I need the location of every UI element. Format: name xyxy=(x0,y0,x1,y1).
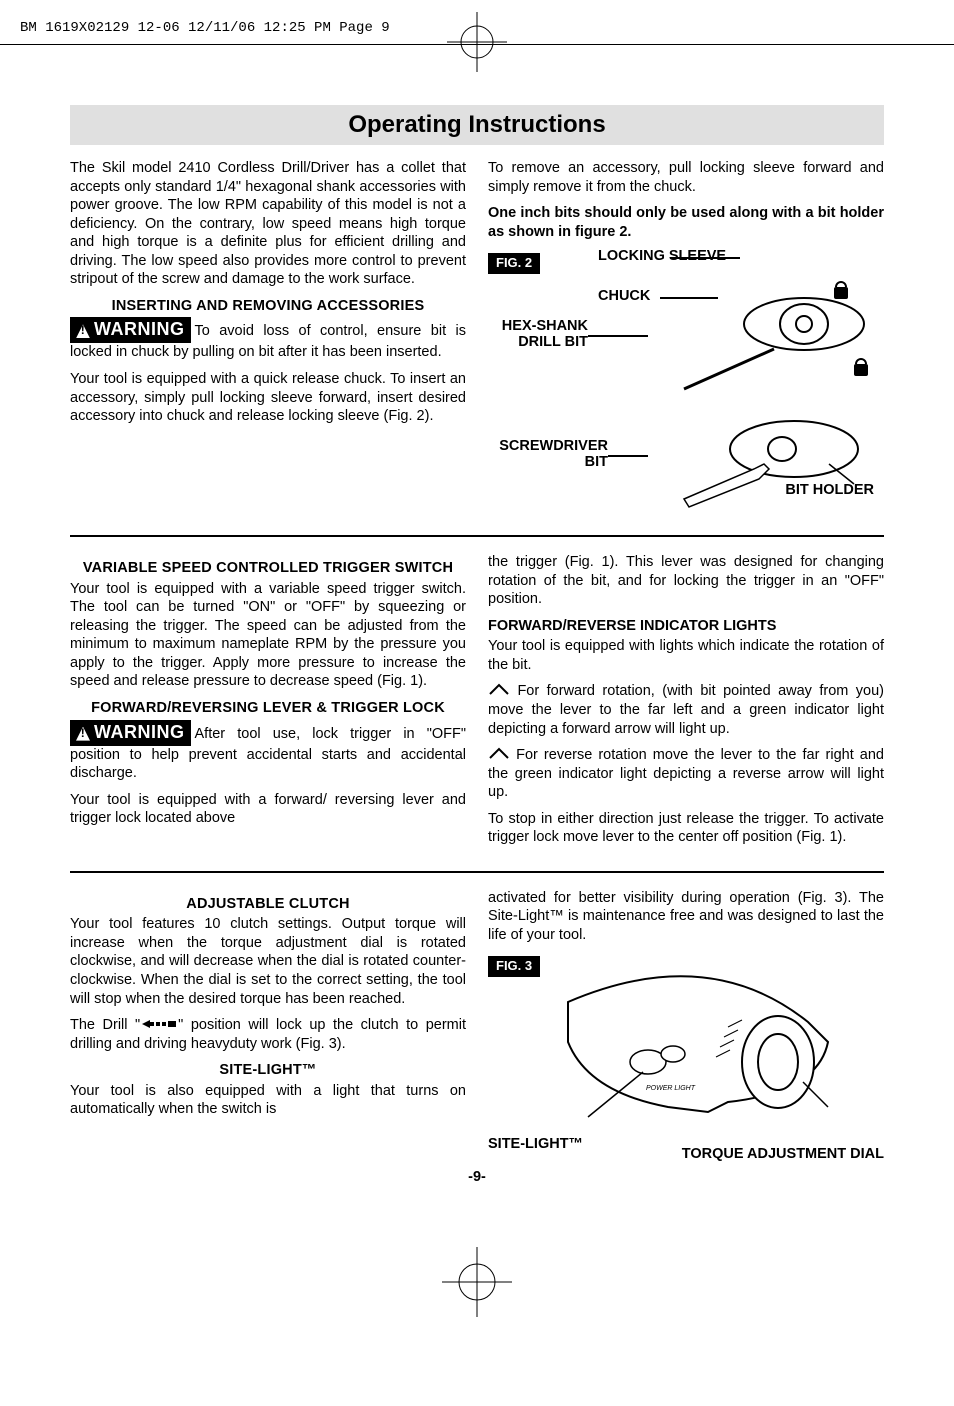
section-3-right: activated for better visibility during o… xyxy=(488,889,884,1163)
section-3-left: ADJUSTABLE CLUTCH Your tool features 10 … xyxy=(70,889,466,1163)
content-area: The Skil model 2410 Cordless Drill/Drive… xyxy=(70,159,884,1187)
figure-3: FIG. 3 xyxy=(488,952,884,1162)
section-2-left: VARIABLE SPEED CONTROLLED TRIGGER SWITCH… xyxy=(70,553,466,855)
chuck-label: CHUCK xyxy=(598,289,650,305)
fig-2-badge: FIG. 2 xyxy=(488,253,540,274)
forward-rotation-para: For forward rotation, (with bit pointed … xyxy=(488,682,884,738)
intro-paragraph: The Skil model 2410 Cordless Drill/Drive… xyxy=(70,159,466,289)
forward-reversing-heading: FORWARD/REVERSING LEVER & TRIGGER LOCK xyxy=(70,699,466,718)
site-light-heading: SITE-LIGHT™ xyxy=(70,1061,466,1080)
adjustable-clutch-heading: ADJUSTABLE CLUTCH xyxy=(70,895,466,914)
indicator-lights-heading: FORWARD/REVERSE INDICATOR LIGHTS xyxy=(488,617,884,636)
torque-dial-label: TORQUE ADJUSTMENT DIAL xyxy=(682,1147,884,1163)
section-2-right: the trigger (Fig. 1). This lever was des… xyxy=(488,553,884,855)
drill-position-para: The Drill " " position will lock up the … xyxy=(70,1016,466,1053)
figure-2: FIG. 2 LOCKING SLEEVE CHUCK HEX-SHANK DR… xyxy=(488,249,884,519)
section-2: VARIABLE SPEED CONTROLLED TRIGGER SWITCH… xyxy=(70,553,884,855)
site-light-label: SITE-LIGHT™ xyxy=(488,1137,583,1153)
header-text: BM 1619X02129 12-06 12/11/06 12:25 PM Pa… xyxy=(20,20,390,36)
section-1-right: To remove an accessory, pull locking sle… xyxy=(488,159,884,519)
print-header: BM 1619X02129 12-06 12/11/06 12:25 PM Pa… xyxy=(0,20,954,45)
reverse-arrow-icon xyxy=(488,747,510,761)
reverse-rotation-text: For reverse rotation move the lever to t… xyxy=(488,747,884,800)
locking-sleeve-text: LOCKING SLEEVE xyxy=(598,248,726,264)
svg-text:POWER LIGHT: POWER LIGHT xyxy=(646,1085,696,1092)
drill-pos-a: The Drill " xyxy=(70,1017,140,1033)
forward-arrow-icon xyxy=(488,683,510,697)
torque-dial-text: TORQUE ADJUSTMENT DIAL xyxy=(682,1146,884,1162)
remove-accessory-para: To remove an accessory, pull locking sle… xyxy=(488,159,884,196)
rule-2 xyxy=(70,871,884,873)
variable-speed-para: Your tool is equipped with a variable sp… xyxy=(70,580,466,691)
rule-1 xyxy=(70,535,884,537)
hex-shank-text: HEX-SHANK DRILL BIT xyxy=(502,318,588,350)
screwdriver-text: SCREWDRIVER BIT xyxy=(499,438,608,470)
site-light-continued: activated for better visibility during o… xyxy=(488,889,884,945)
warning-badge-2: WARNING xyxy=(70,720,191,746)
indicator-para: Your tool is equipped with lights which … xyxy=(488,637,884,674)
stop-para: To stop in either direction just release… xyxy=(488,810,884,847)
crop-mark-top xyxy=(447,12,507,72)
reverse-rotation-para: For reverse rotation move the lever to t… xyxy=(488,746,884,802)
forward-rotation-text: For forward rotation, (with bit pointed … xyxy=(488,683,884,736)
hex-shank-label: HEX-SHANK DRILL BIT xyxy=(488,319,588,351)
section-1: The Skil model 2410 Cordless Drill/Drive… xyxy=(70,159,884,519)
page-title: Operating Instructions xyxy=(70,105,884,145)
forward-lever-para: Your tool is equipped with a forward/ re… xyxy=(70,791,466,828)
warn1-tail: by pulling on bit after it has been inse… xyxy=(173,344,441,360)
drill-illustration xyxy=(654,269,884,519)
bottom-crop-area xyxy=(0,1227,954,1347)
site-light-para: Your tool is also equipped with a light … xyxy=(70,1082,466,1119)
variable-speed-heading: VARIABLE SPEED CONTROLLED TRIGGER SWITCH xyxy=(70,559,466,578)
inserting-heading: INSERTING AND REMOVING ACCESSORIES xyxy=(70,297,466,316)
trigger-continued: the trigger (Fig. 1). This lever was des… xyxy=(488,553,884,609)
quick-release-para: Your tool is equipped with a quick relea… xyxy=(70,370,466,426)
screwdriver-label: SCREWDRIVER BIT xyxy=(488,439,608,471)
crop-mark-bottom xyxy=(442,1247,512,1317)
drill-figure-3: POWER LIGHT xyxy=(528,952,848,1142)
clutch-para: Your tool features 10 clutch settings. O… xyxy=(70,915,466,1008)
section-3: ADJUSTABLE CLUTCH Your tool features 10 … xyxy=(70,889,884,1163)
drill-icon xyxy=(140,1018,178,1030)
page-number: -9- xyxy=(70,1168,884,1187)
warning-1: WARNINGTo avoid loss of control, ensure … xyxy=(70,317,466,362)
section-1-left: The Skil model 2410 Cordless Drill/Drive… xyxy=(70,159,466,519)
warning-badge: WARNING xyxy=(70,317,191,343)
warning-2: WARNINGAfter tool use, lock trigger in "… xyxy=(70,720,466,783)
one-inch-note: One inch bits should only be used along … xyxy=(488,204,884,241)
